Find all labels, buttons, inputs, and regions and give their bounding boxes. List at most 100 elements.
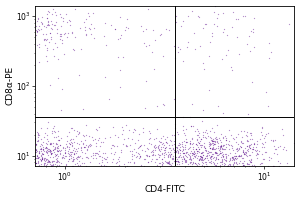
Point: [210, 160, 215, 164]
Point: [146, 154, 151, 157]
Point: [269, 138, 274, 142]
Point: [26, 155, 30, 158]
Point: [234, 162, 239, 165]
Point: [10, 29, 15, 33]
Point: [48, 164, 53, 167]
Point: [245, 144, 250, 147]
Point: [205, 168, 210, 171]
Point: [212, 148, 217, 151]
Point: [201, 142, 206, 145]
Point: [28, 158, 33, 161]
Point: [73, 149, 77, 152]
Point: [112, 27, 117, 30]
Point: [103, 44, 108, 47]
Point: [43, 25, 48, 28]
Point: [115, 160, 120, 163]
Point: [64, 162, 68, 165]
Point: [248, 50, 253, 53]
Point: [152, 39, 157, 42]
Point: [1, 157, 6, 160]
Point: [224, 169, 228, 173]
Point: [204, 169, 209, 172]
Point: [200, 154, 205, 157]
Point: [169, 133, 174, 137]
Point: [100, 159, 104, 162]
Point: [0, 0, 1, 2]
Point: [215, 170, 220, 173]
Point: [94, 151, 99, 154]
Point: [51, 129, 56, 133]
Point: [6, 27, 11, 31]
Point: [211, 139, 216, 142]
Point: [148, 137, 152, 140]
Point: [24, 129, 28, 132]
Point: [221, 30, 226, 33]
Point: [4, 164, 9, 168]
Point: [74, 141, 79, 144]
Point: [138, 164, 143, 167]
Point: [227, 156, 232, 159]
Point: [220, 171, 225, 174]
Point: [153, 143, 158, 147]
Point: [210, 140, 214, 143]
Point: [215, 158, 220, 161]
Point: [12, 157, 17, 160]
Point: [5, 140, 10, 143]
Point: [200, 3, 205, 6]
Point: [212, 150, 217, 153]
Point: [222, 143, 227, 147]
Point: [184, 175, 189, 178]
Point: [6, 119, 10, 123]
Point: [49, 149, 53, 152]
Point: [94, 145, 99, 148]
Point: [180, 125, 185, 128]
Point: [184, 45, 189, 48]
Point: [23, 151, 28, 154]
Point: [80, 133, 85, 137]
Point: [31, 159, 36, 162]
Point: [17, 152, 22, 155]
Point: [36, 24, 41, 28]
Point: [126, 136, 130, 139]
Point: [210, 147, 214, 150]
Point: [11, 33, 16, 36]
Point: [44, 150, 49, 153]
Point: [28, 159, 33, 162]
Point: [218, 133, 223, 136]
Point: [197, 144, 202, 147]
Point: [232, 158, 237, 161]
Point: [51, 151, 56, 154]
Point: [10, 130, 15, 133]
Point: [197, 168, 202, 171]
Point: [272, 171, 277, 174]
Point: [190, 174, 195, 177]
Point: [25, 163, 30, 166]
Point: [14, 151, 19, 154]
Point: [77, 160, 82, 163]
Point: [272, 148, 277, 151]
Point: [31, 157, 36, 160]
Point: [46, 11, 51, 14]
Point: [198, 155, 203, 158]
Point: [149, 51, 154, 54]
Point: [201, 135, 206, 138]
Point: [14, 11, 19, 14]
Point: [11, 161, 15, 165]
Point: [197, 155, 202, 158]
Point: [50, 155, 55, 158]
Point: [197, 165, 202, 168]
Point: [0, 133, 2, 136]
Point: [176, 144, 181, 147]
Point: [8, 160, 12, 163]
Point: [1, 33, 5, 36]
Point: [8, 147, 13, 150]
Point: [161, 154, 166, 157]
Point: [13, 143, 18, 146]
Point: [256, 150, 261, 153]
Point: [272, 144, 277, 147]
Point: [199, 145, 203, 148]
Point: [80, 107, 85, 110]
Point: [44, 150, 48, 153]
Point: [17, 144, 22, 147]
Point: [55, 31, 59, 34]
